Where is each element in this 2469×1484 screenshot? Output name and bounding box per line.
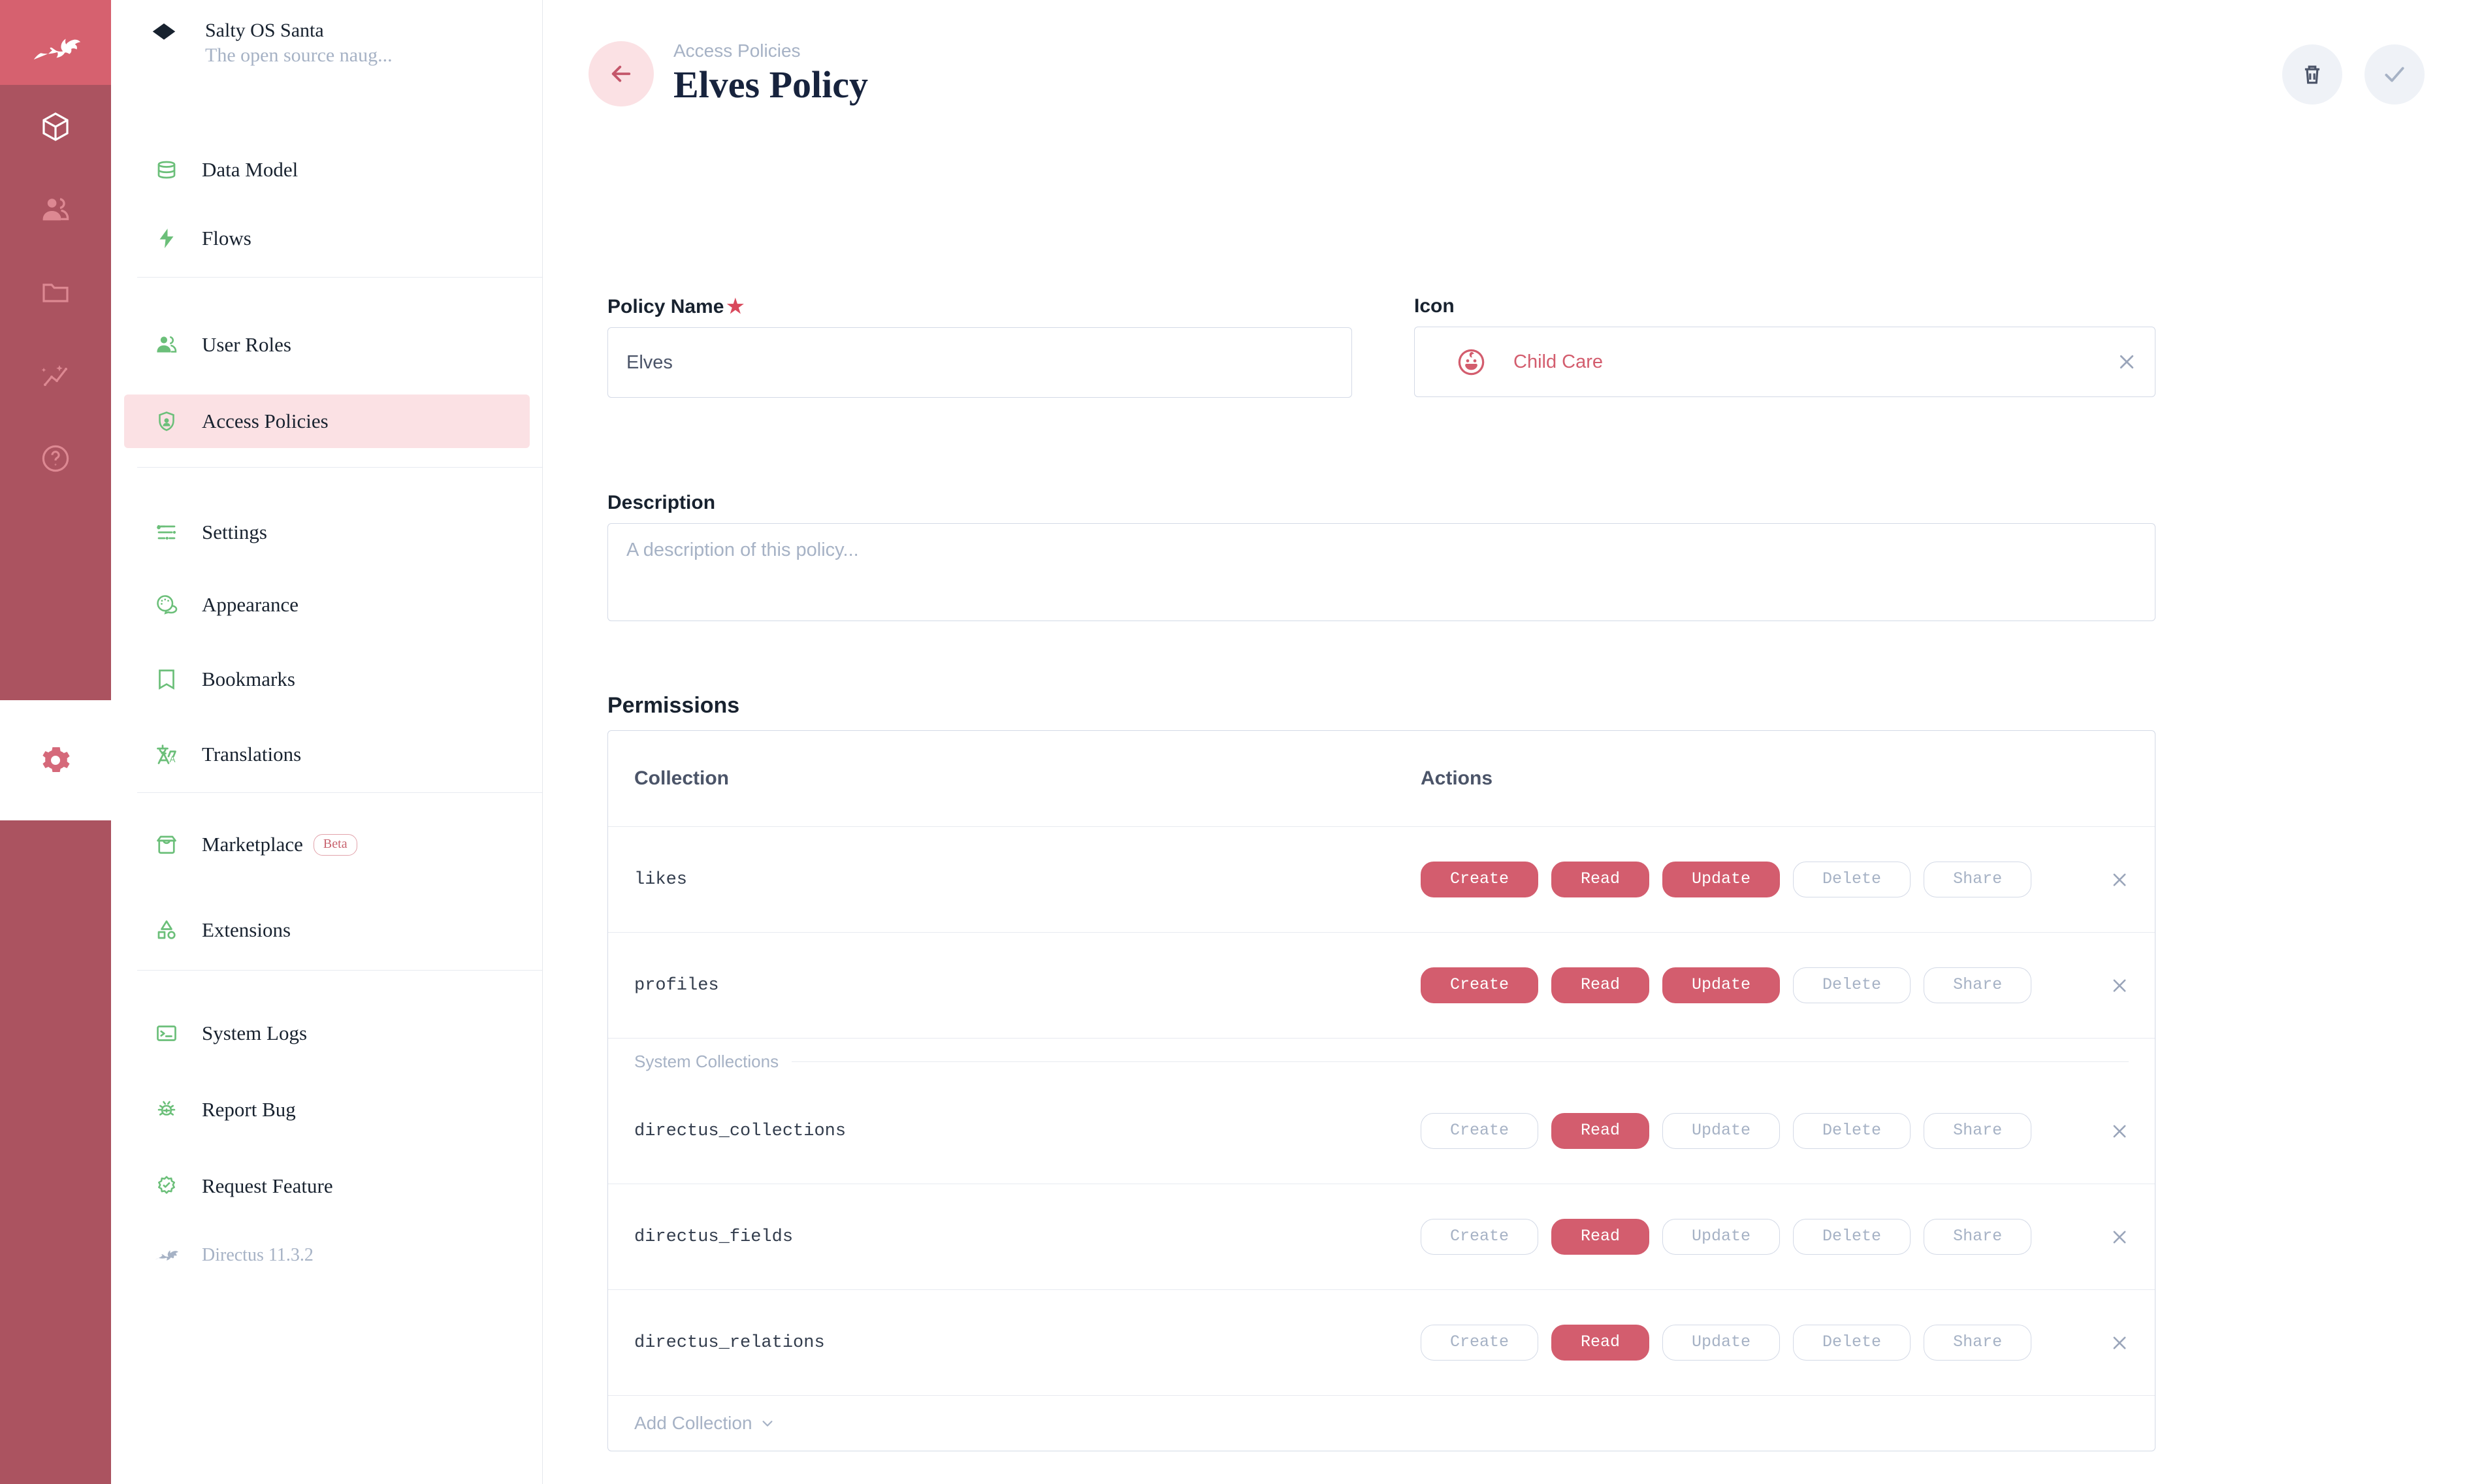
svg-text:A: A [170,754,176,764]
